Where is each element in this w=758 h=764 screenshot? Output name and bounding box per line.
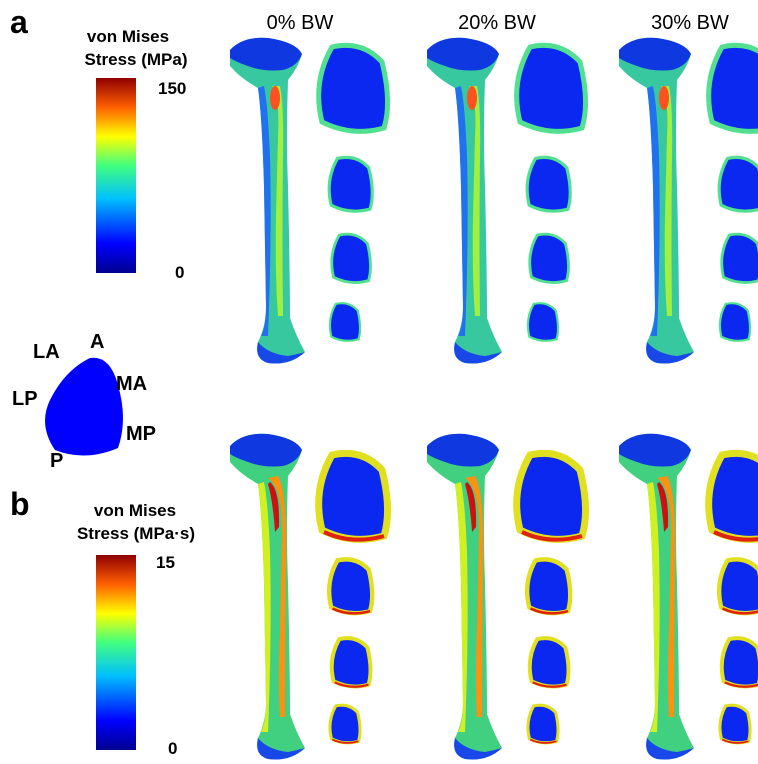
colorbar-min: 0: [168, 739, 177, 758]
orientation-label: MP: [126, 423, 156, 445]
orientation-label: LP: [12, 388, 38, 410]
colorbar-max: 15: [156, 553, 175, 572]
colorbar: [96, 555, 136, 750]
panel-label: b: [10, 486, 30, 522]
colorbar-min: 0: [175, 263, 184, 282]
colorbar-title: von Mises: [87, 27, 169, 46]
orientation-label: A: [90, 331, 104, 353]
orientation-label: P: [50, 450, 63, 472]
orientation-label: MA: [116, 373, 147, 395]
colorbar-max: 150: [158, 79, 186, 98]
colorbar-title: von Mises: [94, 501, 176, 520]
column-header: 30% BW: [651, 12, 729, 34]
colorbar: [96, 78, 136, 273]
column-header: 0% BW: [267, 12, 334, 34]
orientation-section: [45, 357, 123, 456]
column-header: 20% BW: [458, 12, 536, 34]
colorbar-title: Stress (MPa·s): [77, 524, 195, 543]
panel-label: a: [10, 4, 28, 40]
orientation-label: LA: [33, 341, 60, 363]
stress-maps-b: [230, 434, 758, 760]
stress-maps-a: [230, 38, 758, 364]
colorbar-title: Stress (MPa): [85, 50, 188, 69]
